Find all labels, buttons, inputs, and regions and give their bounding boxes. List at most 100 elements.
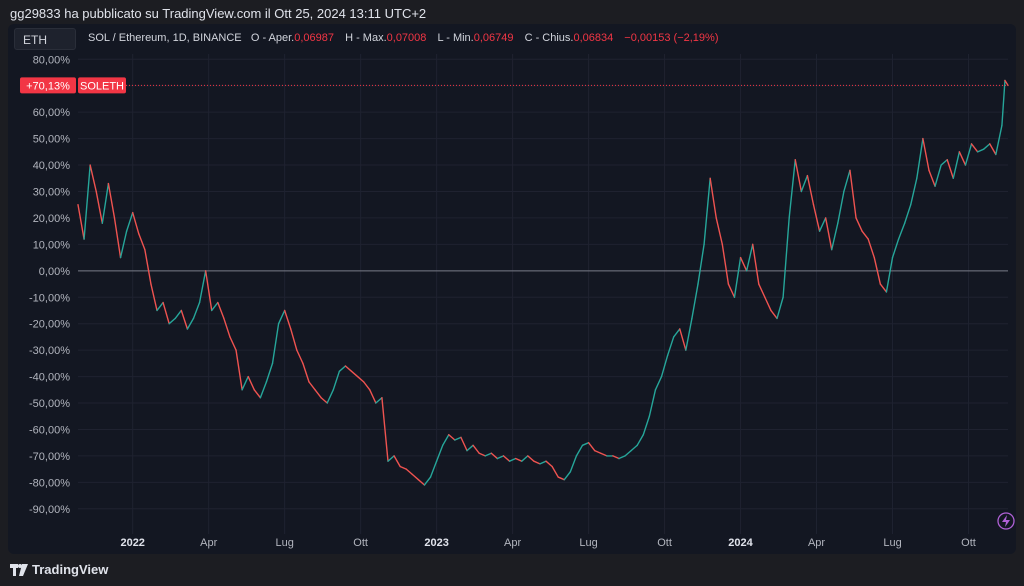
x-tick-label: Apr — [200, 537, 217, 549]
series-segment — [508, 457, 517, 462]
series-segment — [824, 217, 833, 251]
series-segment — [867, 238, 875, 259]
series-segment — [350, 370, 359, 378]
ohlc-legend: SOL / Ethereum, 1D, BINANCE O - Aper.0,0… — [88, 32, 726, 44]
series-segment — [113, 217, 122, 259]
series-segment — [521, 455, 529, 462]
y-tick-label: 30,00% — [33, 186, 71, 198]
series-segment — [484, 452, 493, 457]
series-segment — [223, 317, 231, 338]
series-segment — [831, 222, 839, 251]
y-tick-label: 50,00% — [33, 134, 71, 146]
series-segment — [1004, 79, 1009, 87]
series-segment — [764, 296, 772, 312]
series-segment — [77, 204, 85, 240]
y-tick-label: 40,00% — [33, 160, 71, 172]
y-tick-label: -10,00% — [29, 292, 70, 304]
series-segment — [660, 354, 669, 378]
y-tick-label: -80,00% — [29, 477, 70, 489]
symbol-box[interactable]: ETH — [14, 28, 76, 50]
series-segment — [727, 283, 736, 298]
series-segment — [448, 434, 456, 441]
series-segment — [709, 177, 717, 219]
series-segment — [745, 243, 754, 272]
tradingview-logo[interactable]: TradingView — [10, 562, 108, 577]
series-segment — [338, 365, 347, 372]
series-segment — [533, 460, 541, 465]
series-segment — [192, 301, 201, 320]
series-segment — [788, 159, 796, 219]
publisher-caption: gg29833 ha pubblicato su TradingView.com… — [10, 6, 427, 21]
series-segment — [435, 444, 444, 462]
series-segment — [910, 177, 918, 206]
series-segment — [527, 455, 535, 462]
series-segment — [514, 457, 523, 462]
series-segment — [593, 449, 602, 454]
series-segment — [733, 256, 742, 298]
series-segment — [399, 465, 407, 470]
series-segment — [891, 238, 900, 259]
series-segment — [235, 349, 243, 391]
series-segment — [198, 270, 207, 304]
legend-change-value: −0,00153 (−2,19%) — [624, 32, 719, 44]
legend-low-value: 0,06749 — [473, 32, 514, 44]
series-segment — [812, 204, 821, 232]
series-segment — [818, 217, 827, 232]
series-segment — [186, 317, 195, 330]
x-tick-label: Lug — [883, 537, 901, 549]
series-segment — [381, 397, 389, 462]
series-segment — [903, 204, 912, 224]
series-segment — [587, 441, 596, 452]
series-segment — [253, 389, 262, 399]
series-segment — [150, 283, 158, 312]
series-segment — [138, 233, 146, 251]
series-segment — [417, 478, 426, 486]
series-segment — [545, 460, 553, 468]
series-segment — [168, 317, 176, 325]
series-segment — [296, 349, 304, 365]
series-segment — [995, 124, 1003, 156]
series-segment — [502, 455, 511, 462]
series-segment — [873, 256, 882, 285]
series-segment — [752, 243, 760, 285]
series-segment — [247, 375, 255, 391]
series-segment — [642, 415, 651, 436]
badge-layer: +70,13% SOLETH — [20, 77, 126, 94]
y-axis-labels: 80,00%70,00%60,00%50,00%40,00%30,00%20,0… — [29, 54, 70, 515]
series-segment — [758, 283, 766, 298]
series-segment — [290, 328, 298, 351]
series-segment — [259, 381, 268, 399]
series-segment — [806, 174, 815, 206]
series-segment — [466, 444, 474, 452]
series-segment — [369, 389, 377, 404]
series-segment — [308, 381, 316, 391]
y-tick-label: -70,00% — [29, 451, 70, 463]
series-segment — [302, 362, 310, 383]
series-segment — [557, 476, 565, 481]
chart-svg[interactable]: 80,00%70,00%60,00%50,00%40,00%30,00%20,0… — [8, 24, 1016, 554]
series-segment — [976, 148, 985, 153]
series-segment — [356, 375, 365, 383]
series-segment — [800, 174, 809, 193]
series-layer — [77, 79, 1009, 486]
series-segment — [563, 471, 572, 481]
x-tick-label: Lug — [579, 537, 597, 549]
series-segment — [964, 143, 973, 166]
series-segment — [970, 143, 979, 153]
last-value-badge-bg — [20, 77, 76, 94]
y-tick-label: 0,00% — [39, 266, 70, 278]
series-segment — [982, 143, 991, 150]
series-segment — [478, 452, 486, 457]
series-segment — [770, 309, 778, 320]
legend-pair: SOL / Ethereum, 1D, BINANCE — [88, 32, 242, 44]
series-badge: SOLETH — [80, 80, 124, 92]
series-segment — [776, 296, 784, 320]
series-segment — [861, 230, 869, 240]
series-segment — [101, 182, 110, 224]
series-segment — [217, 301, 225, 320]
series-segment — [229, 336, 237, 351]
series-segment — [843, 169, 851, 193]
series-segment — [271, 322, 280, 365]
series-segment — [89, 164, 97, 193]
series-segment — [277, 309, 286, 325]
